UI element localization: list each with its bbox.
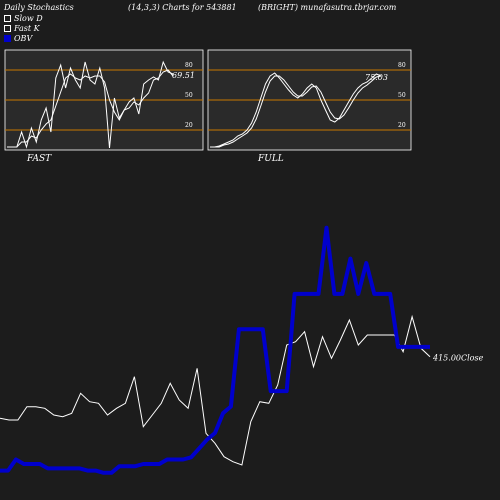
fast-level-label-80: 80 xyxy=(185,62,193,69)
fast-level-label-20: 20 xyxy=(185,122,193,129)
close-value-label: 415.00Close xyxy=(432,354,484,363)
header-chart-info: (14,3,3) Charts for 543881 xyxy=(128,3,237,12)
obv-line xyxy=(0,225,430,475)
fast-series-slow-d xyxy=(7,69,174,148)
legend-swatch-obv xyxy=(4,34,11,42)
fast-panel-label: FAST xyxy=(26,154,52,164)
header-title: Daily Stochastics xyxy=(4,3,74,12)
header-site: (BRIGHT) munafasutra.tbrjar.com xyxy=(258,3,397,12)
full-level-label-20: 20 xyxy=(398,122,406,129)
full-level-label-80: 80 xyxy=(398,62,406,69)
full-series-d xyxy=(210,75,382,148)
legend-item-obv: OBV xyxy=(4,33,43,43)
legend-swatch-slow-d xyxy=(4,14,11,22)
legend-label-fast-k: Fast K xyxy=(14,23,40,33)
legend-label-obv: OBV xyxy=(14,33,33,43)
legend-swatch-fast-k xyxy=(4,24,11,32)
full-level-label-50: 50 xyxy=(398,92,406,99)
legend: Slow D Fast K OBV xyxy=(4,13,43,43)
legend-label-slow-d: Slow D xyxy=(14,13,43,23)
legend-item-fast-k: Fast K xyxy=(4,23,43,33)
close-price-line xyxy=(0,314,431,466)
fast-level-label-50: 50 xyxy=(185,92,193,99)
full-series-k xyxy=(210,72,382,148)
legend-item-slow-d: Slow D xyxy=(4,13,43,23)
full-current-value: 75.03 xyxy=(365,73,388,82)
fast-current-value: 69.51 xyxy=(172,71,195,80)
full-panel-label: FULL xyxy=(257,154,284,164)
